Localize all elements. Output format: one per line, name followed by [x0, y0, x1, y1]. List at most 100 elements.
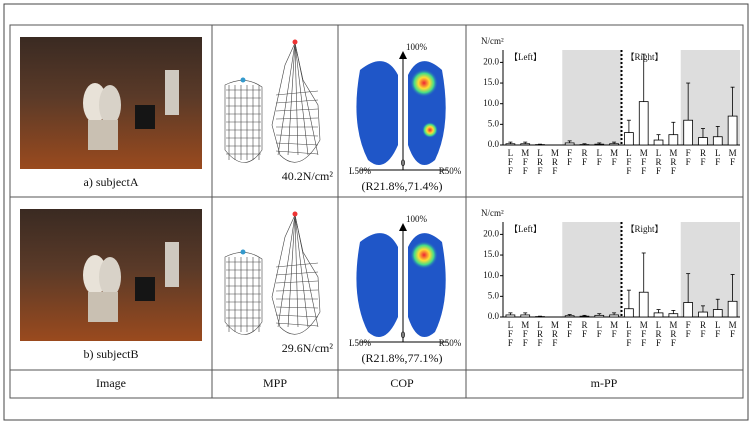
bar: [624, 309, 633, 317]
cop-label: 100%: [406, 42, 428, 52]
x-tick-label: FF: [565, 320, 575, 338]
y-tick-label: 0.0: [488, 139, 500, 149]
x-tick-label: MF: [609, 320, 619, 338]
bar: [669, 314, 678, 317]
cop-label: R50%: [439, 166, 462, 176]
player: [99, 257, 121, 297]
x-tick-label: RF: [579, 148, 589, 166]
cop-map: [356, 223, 448, 342]
x-tick-label: MFF: [520, 148, 530, 175]
cop-map: [356, 51, 448, 170]
bar: [684, 303, 693, 317]
bin: [135, 277, 155, 301]
legs: [88, 120, 118, 150]
mesh-line: [295, 215, 298, 327]
y-tick-label: 0.0: [488, 311, 500, 321]
x-tick-label: RF: [579, 320, 589, 338]
mesh-line: [278, 215, 295, 327]
header-cell: COP: [390, 376, 414, 390]
bar: [713, 137, 722, 145]
y-tick-label: 15.0: [483, 249, 499, 259]
y-tick-label: 5.0: [488, 118, 500, 128]
legs: [88, 292, 118, 322]
mpp-mesh: [225, 215, 320, 335]
x-tick-label: FF: [683, 320, 693, 338]
window: [165, 70, 179, 115]
bar: [654, 140, 663, 145]
bar: [610, 144, 619, 145]
mesh-line: [276, 272, 318, 275]
x-tick-label: MF: [728, 320, 738, 338]
y-tick-label: 10.0: [483, 270, 499, 280]
mpp-value: 40.2N/cm²: [282, 169, 334, 183]
bar: [565, 143, 574, 145]
left-foot: [356, 61, 398, 165]
x-tick-label: MRF: [550, 148, 560, 175]
mesh-line: [278, 43, 295, 155]
mesh-line: [276, 315, 318, 317]
cop-label: L50%: [349, 338, 371, 348]
mesh-line: [276, 100, 318, 103]
x-tick-label: LRF: [535, 148, 545, 175]
bar: [699, 312, 708, 317]
x-tick-label: LRF: [535, 320, 545, 347]
bar: [595, 315, 604, 317]
x-tick-label: FF: [683, 148, 693, 166]
max-dot: [293, 40, 298, 45]
arrow-head: [399, 223, 407, 231]
bar: [521, 315, 530, 317]
bar: [595, 144, 604, 145]
bar: [610, 315, 619, 317]
annotation: 【Right】: [626, 52, 664, 62]
max-dot: [293, 212, 298, 217]
bar: [506, 144, 515, 145]
image-caption: b) subjectB: [84, 347, 139, 361]
bar: [654, 313, 663, 317]
cop-label: 0: [401, 330, 406, 340]
x-tick-label: LFF: [624, 148, 634, 175]
mesh-line: [295, 43, 308, 155]
x-tick-label: MFF: [520, 320, 530, 347]
x-tick-label: LF: [713, 320, 723, 338]
bar: [521, 144, 530, 145]
header-cell: m-PP: [591, 376, 618, 390]
x-tick-label: RF: [698, 148, 708, 166]
player: [99, 85, 121, 125]
shaded-region: [562, 222, 621, 317]
mesh-line: [288, 215, 295, 327]
bar: [624, 133, 633, 145]
mpp-mesh: [225, 43, 320, 163]
photo: [20, 209, 202, 341]
annotation: 【Left】: [509, 224, 542, 234]
mesh-line: [276, 307, 318, 308]
bar: [669, 135, 678, 145]
x-tick-label: LF: [594, 320, 604, 338]
cop-label: 0: [401, 158, 406, 168]
mesh-line: [295, 43, 298, 155]
bar: [580, 316, 589, 317]
bin: [135, 105, 155, 129]
header-cell: Image: [96, 376, 126, 390]
shaded-region: [562, 50, 621, 145]
bar: [728, 301, 737, 317]
x-tick-label: LFF: [505, 320, 515, 347]
x-tick-label: MRF: [668, 148, 678, 175]
x-tick-label: LF: [713, 148, 723, 166]
bar: [639, 102, 648, 145]
y-tick-label: 20.0: [483, 56, 499, 66]
y-axis-label: N/cm²: [481, 36, 504, 46]
x-tick-label: RF: [698, 320, 708, 338]
foot-outline: [225, 80, 262, 162]
x-tick-label: MRF: [668, 320, 678, 347]
left-foot: [356, 233, 398, 337]
mesh-line: [276, 135, 318, 136]
min-dot: [241, 250, 246, 255]
foot-outline: [225, 252, 262, 334]
bar: [565, 316, 574, 317]
x-tick-label: LRF: [654, 320, 664, 347]
hot-spot: [422, 122, 438, 138]
arrow-head: [399, 51, 407, 59]
cop-point: (R21.8%,77.1%): [362, 351, 443, 365]
mpp-value: 29.6N/cm²: [282, 341, 334, 355]
x-tick-label: LF: [594, 148, 604, 166]
